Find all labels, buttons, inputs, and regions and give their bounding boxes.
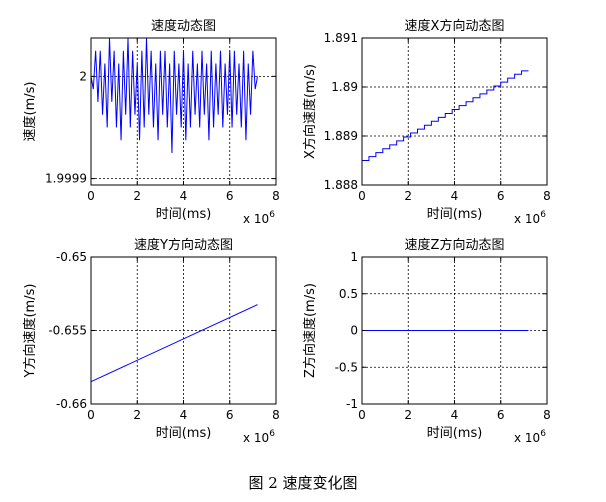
x-axis-label: 时间(ms) xyxy=(427,426,483,441)
exponent-power: 6 xyxy=(269,210,275,220)
x-tick-label: 0 xyxy=(87,408,95,422)
chart-title: 速度X方向动态图 xyxy=(405,18,505,34)
x-tick-label: 4 xyxy=(180,189,188,203)
x-tick-label: 4 xyxy=(180,408,188,422)
y-tick-label: -0.65 xyxy=(56,250,87,264)
x-axis-exponent: x 106 xyxy=(514,429,546,445)
y-tick-label: 1.889 xyxy=(324,129,358,143)
x-axis-label: 时间(ms) xyxy=(156,207,212,222)
y-tick-label: -0.655 xyxy=(48,324,87,338)
y-tick-label: 1.89 xyxy=(331,80,358,94)
y-tick-label: 1.888 xyxy=(324,178,358,192)
chart-title: 速度动态图 xyxy=(151,18,216,34)
y-tick-label: -1 xyxy=(346,397,358,411)
x-tick-label: 2 xyxy=(404,189,412,203)
series-line-speed xyxy=(90,37,258,154)
y-axis-label: 速度(m/s) xyxy=(22,82,38,142)
y-axis-label: Y方向速度(m/s) xyxy=(22,284,38,379)
exponent-power: 6 xyxy=(540,429,546,439)
y-tick-label: 1 xyxy=(350,250,358,264)
x-tick-label: 2 xyxy=(133,408,141,422)
exponent-base: x 10 xyxy=(514,431,540,445)
y-axis-label: Z方向速度(m/s) xyxy=(302,283,318,378)
x-tick-label: 6 xyxy=(226,408,234,422)
series-line-speed-y xyxy=(90,304,258,383)
y-tick-label: -0.5 xyxy=(335,360,358,374)
x-axis-exponent: x 106 xyxy=(514,210,546,226)
x-tick-label: 2 xyxy=(404,408,412,422)
y-tick-label: -0.66 xyxy=(56,397,87,411)
exponent-power: 6 xyxy=(269,429,275,439)
figure-caption: 图 2 速度变化图 xyxy=(248,474,358,492)
exponent-base: x 10 xyxy=(243,212,269,226)
y-tick-label: 1.891 xyxy=(324,31,358,45)
x-tick-label: 8 xyxy=(543,189,551,203)
x-axis-label: 时间(ms) xyxy=(156,426,212,441)
x-tick-label: 8 xyxy=(272,189,280,203)
x-axis-label: 时间(ms) xyxy=(427,207,483,222)
x-tick-label: 6 xyxy=(226,189,234,203)
series-line-speed-x xyxy=(362,70,529,161)
y-tick-label: 0.5 xyxy=(339,287,358,301)
y-tick-label: 0 xyxy=(350,324,358,338)
exponent-base: x 10 xyxy=(243,431,269,445)
y-tick-label: 1.9999 xyxy=(45,172,87,186)
x-tick-label: 2 xyxy=(133,189,141,203)
chart-title: 速度Y方向动态图 xyxy=(134,237,233,253)
x-tick-label: 8 xyxy=(543,408,551,422)
x-axis-exponent: x 106 xyxy=(243,429,275,445)
y-axis-label: X方向速度(m/s) xyxy=(302,64,318,159)
y-tick-label: 2 xyxy=(79,69,87,83)
x-tick-label: 6 xyxy=(497,408,505,422)
x-tick-label: 8 xyxy=(272,408,280,422)
chart-title: 速度Z方向动态图 xyxy=(405,237,505,253)
x-tick-label: 4 xyxy=(451,189,459,203)
exponent-power: 6 xyxy=(540,210,546,220)
x-tick-label: 4 xyxy=(451,408,459,422)
x-tick-label: 0 xyxy=(358,189,366,203)
x-tick-label: 0 xyxy=(358,408,366,422)
x-axis-exponent: x 106 xyxy=(243,210,275,226)
x-tick-label: 6 xyxy=(497,189,505,203)
exponent-base: x 10 xyxy=(514,212,540,226)
x-tick-label: 0 xyxy=(87,189,95,203)
